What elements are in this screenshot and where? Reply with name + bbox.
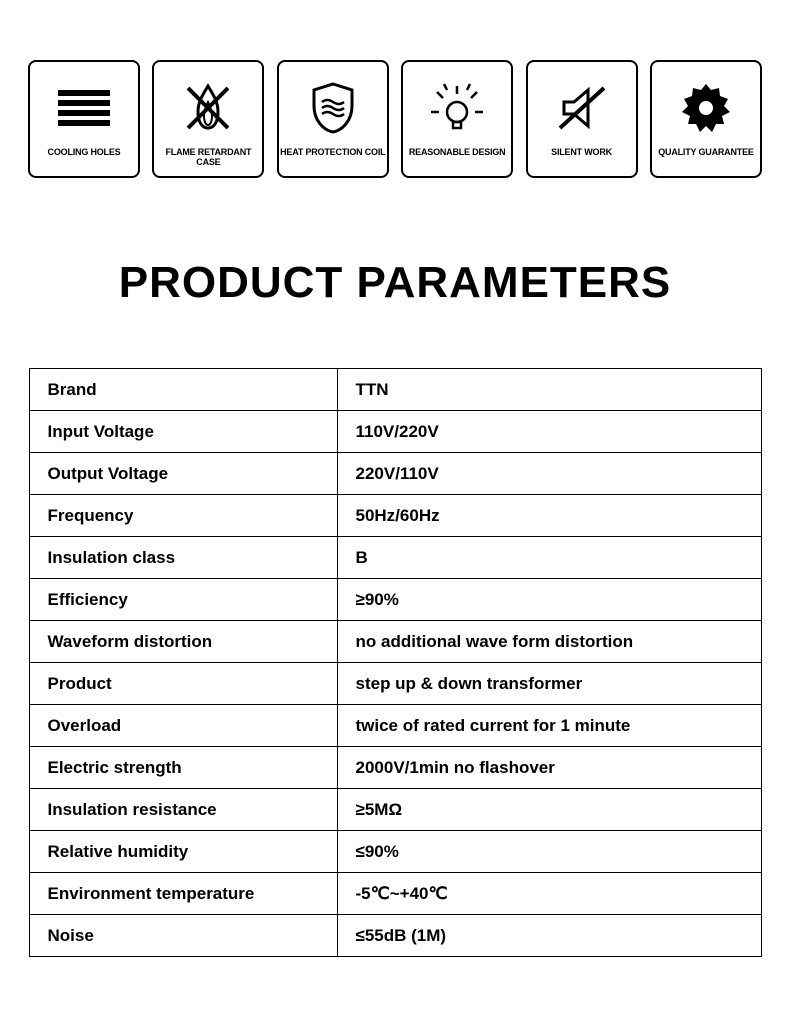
table-row: Noise≤55dB (1M): [29, 915, 761, 957]
param-value: ≥90%: [337, 579, 761, 621]
table-row: Waveform distortionno additional wave fo…: [29, 621, 761, 663]
feature-label: QUALITY GUARANTEE: [658, 148, 753, 158]
parameters-table-body: BrandTTN Input Voltage110V/220V Output V…: [29, 369, 761, 957]
flame-retardant-icon: [173, 78, 243, 138]
param-label: Product: [29, 663, 337, 705]
table-row: BrandTTN: [29, 369, 761, 411]
param-value: ≤55dB (1M): [337, 915, 761, 957]
feature-label: FLAME RETARDANT CASE: [154, 148, 262, 168]
feature-label: REASONABLE DESIGN: [409, 148, 506, 158]
param-label: Insulation resistance: [29, 789, 337, 831]
table-row: Insulation classB: [29, 537, 761, 579]
param-label: Electric strength: [29, 747, 337, 789]
param-label: Relative humidity: [29, 831, 337, 873]
param-label: Overload: [29, 705, 337, 747]
feature-card-quality-guarantee: QUALITY GUARANTEE: [650, 60, 762, 178]
param-value: step up & down transformer: [337, 663, 761, 705]
table-row: Relative humidity≤90%: [29, 831, 761, 873]
feature-card-heat-protection: HEAT PROTECTION COIL: [277, 60, 389, 178]
feature-card-cooling-holes: COOLING HOLES: [28, 60, 140, 178]
param-value: TTN: [337, 369, 761, 411]
param-label: Noise: [29, 915, 337, 957]
param-value: ≤90%: [337, 831, 761, 873]
table-row: Productstep up & down transformer: [29, 663, 761, 705]
page-title: PRODUCT PARAMETERS: [0, 258, 790, 308]
heat-protection-icon: [298, 78, 368, 138]
parameters-table: BrandTTN Input Voltage110V/220V Output V…: [29, 368, 762, 957]
param-value: B: [337, 537, 761, 579]
table-row: Efficiency≥90%: [29, 579, 761, 621]
feature-label: SILENT WORK: [551, 148, 612, 158]
table-row: Input Voltage110V/220V: [29, 411, 761, 453]
param-label: Frequency: [29, 495, 337, 537]
table-row: Electric strength2000V/1min no flashover: [29, 747, 761, 789]
feature-row: COOLING HOLES FLAME RETARDANT CASE HEAT …: [0, 0, 790, 178]
param-value: 220V/110V: [337, 453, 761, 495]
param-value: 50Hz/60Hz: [337, 495, 761, 537]
param-value: 110V/220V: [337, 411, 761, 453]
param-label: Insulation class: [29, 537, 337, 579]
feature-card-silent-work: SILENT WORK: [526, 60, 638, 178]
quality-guarantee-icon: [671, 78, 741, 138]
feature-card-flame-retardant: FLAME RETARDANT CASE: [152, 60, 264, 178]
feature-label: HEAT PROTECTION COIL: [280, 148, 385, 158]
param-label: Waveform distortion: [29, 621, 337, 663]
param-label: Input Voltage: [29, 411, 337, 453]
feature-label: COOLING HOLES: [48, 148, 121, 158]
reasonable-design-icon: [422, 78, 492, 138]
table-row: Environment temperature-5℃~+40℃: [29, 873, 761, 915]
param-value: ≥5MΩ: [337, 789, 761, 831]
table-row: Frequency50Hz/60Hz: [29, 495, 761, 537]
feature-card-reasonable-design: REASONABLE DESIGN: [401, 60, 513, 178]
table-row: Overloadtwice of rated current for 1 min…: [29, 705, 761, 747]
param-value: -5℃~+40℃: [337, 873, 761, 915]
param-label: Efficiency: [29, 579, 337, 621]
param-value: no additional wave form distortion: [337, 621, 761, 663]
cooling-holes-icon: [49, 78, 119, 138]
param-value: twice of rated current for 1 minute: [337, 705, 761, 747]
param-label: Environment temperature: [29, 873, 337, 915]
param-value: 2000V/1min no flashover: [337, 747, 761, 789]
param-label: Brand: [29, 369, 337, 411]
param-label: Output Voltage: [29, 453, 337, 495]
table-row: Output Voltage220V/110V: [29, 453, 761, 495]
table-row: Insulation resistance≥5MΩ: [29, 789, 761, 831]
silent-work-icon: [547, 78, 617, 138]
